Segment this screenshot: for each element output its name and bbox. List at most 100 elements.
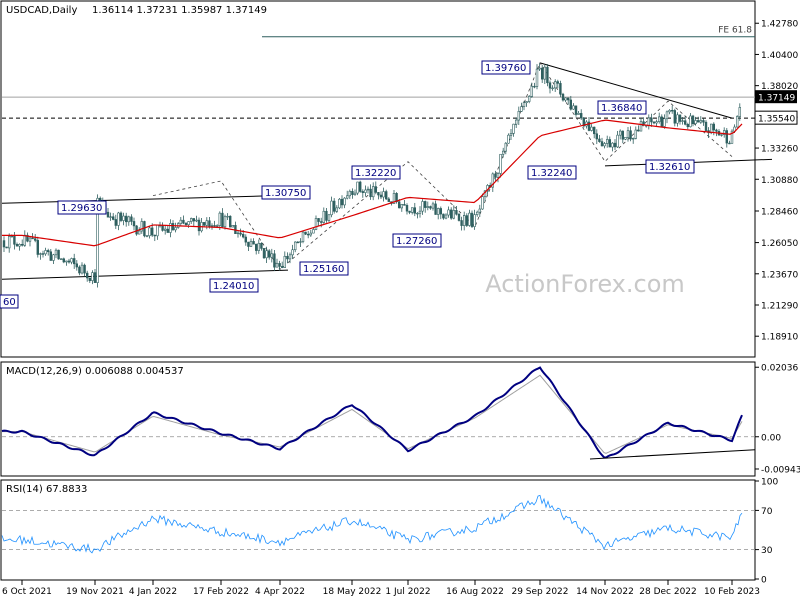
rsi-panel: 100 70 30 0 RSI(14) 67.8833 [0, 478, 778, 586]
candle-body [5, 246, 8, 249]
candle-body [332, 200, 336, 212]
candle-body [345, 195, 349, 199]
candle-body [293, 241, 297, 251]
candle-body [96, 197, 99, 283]
price-label-box [481, 60, 531, 75]
candle-body [46, 250, 50, 253]
candle-body [369, 188, 372, 198]
candle-body [377, 192, 380, 196]
candle-body [538, 67, 541, 70]
candle-body [93, 272, 97, 283]
candle-body [18, 244, 21, 247]
candle-body [49, 251, 53, 261]
candle-body [242, 233, 245, 238]
candle-body [702, 120, 705, 123]
candle-body [512, 123, 515, 134]
candle-body [358, 181, 362, 192]
candle-body [514, 119, 518, 125]
candle-body [343, 197, 346, 206]
candle-body [125, 215, 128, 223]
candle-body [361, 191, 364, 193]
candle-body [431, 203, 435, 209]
candle-body [288, 254, 292, 260]
candle-body [33, 238, 37, 241]
candle-body [397, 201, 401, 209]
candle-body [725, 130, 729, 144]
candle-body [166, 228, 169, 233]
candle-body [608, 139, 612, 148]
price-label-boxes: 1.29630 1.30750 1.24010 1.32220 1.25160 1.272… [0, 60, 695, 309]
price-label-text: 60 [3, 297, 16, 308]
candle-body [13, 235, 16, 245]
candle-body [520, 106, 523, 112]
candle-body [561, 93, 565, 101]
macd-tick-label: 0.02036 [761, 364, 798, 374]
candle-body [216, 225, 219, 227]
candle-body [78, 266, 81, 274]
horizontal-levels: FE 61.8 1.35540 1.37149 [2, 26, 798, 125]
candle-body [179, 219, 182, 224]
candle-body [449, 209, 453, 219]
candle-body [52, 254, 55, 261]
candle-body [187, 221, 190, 226]
date-axis: 6 Oct 2021 19 Nov 2021 4 Jan 2022 17 Feb 20… [2, 580, 760, 597]
candle-body [314, 218, 318, 230]
candle-body [26, 234, 29, 242]
candle-body [62, 258, 66, 263]
candle-body [598, 138, 601, 142]
candle-body [231, 225, 234, 228]
candle-body [426, 206, 429, 208]
candle-body [130, 216, 133, 222]
candle-body [54, 249, 58, 256]
candle-body [683, 120, 687, 125]
candle-body [229, 215, 232, 228]
candle-body [304, 231, 307, 235]
macd-panel: 0.02036 0.00 -0.009438 MACD(12,26,9) 0.006… [0, 361, 800, 477]
candle-body [478, 208, 481, 213]
candle-body [65, 260, 68, 263]
candle-body [548, 82, 552, 89]
candle-body [67, 260, 71, 263]
candle-body [603, 143, 606, 147]
candle-body [720, 134, 723, 136]
candle-body [145, 235, 149, 237]
candle-body [470, 212, 474, 227]
candle-body [507, 134, 510, 144]
candle-body [722, 130, 726, 135]
candle-body [190, 218, 193, 222]
price-tick-label: 1.21290 [761, 301, 798, 311]
candle-body [138, 230, 141, 235]
candle-body [195, 219, 198, 222]
candle-body [686, 124, 690, 128]
candle-body [249, 241, 253, 247]
candle-body [421, 201, 424, 212]
candle-body [728, 142, 731, 145]
candle-body [119, 212, 123, 221]
ma-line [2, 119, 743, 247]
candle-body [197, 219, 201, 232]
date-tick-label: 29 Sep 2022 [511, 587, 568, 597]
candle-body [647, 117, 651, 126]
candle-body [559, 83, 562, 95]
candle-body [127, 216, 131, 223]
candle-body [351, 190, 354, 195]
candle-body [39, 253, 42, 255]
candle-body [2, 240, 6, 248]
candle-body [41, 253, 45, 255]
candle-body [15, 243, 19, 247]
candle-body [301, 231, 305, 242]
candle-body [114, 219, 118, 226]
candle-body [639, 121, 643, 132]
candle-body [59, 258, 63, 260]
candle-body [582, 117, 586, 127]
candle-body [88, 277, 92, 281]
candle-body [494, 173, 497, 178]
candle-body [257, 242, 260, 251]
candle-body [587, 121, 591, 131]
candle-body [20, 244, 24, 246]
candle-body [184, 222, 188, 226]
candle-body [405, 205, 409, 212]
date-tick-label: 10 Feb 2023 [704, 587, 760, 597]
date-tick-label: 18 May 2022 [323, 587, 382, 597]
candle-body [652, 121, 656, 124]
